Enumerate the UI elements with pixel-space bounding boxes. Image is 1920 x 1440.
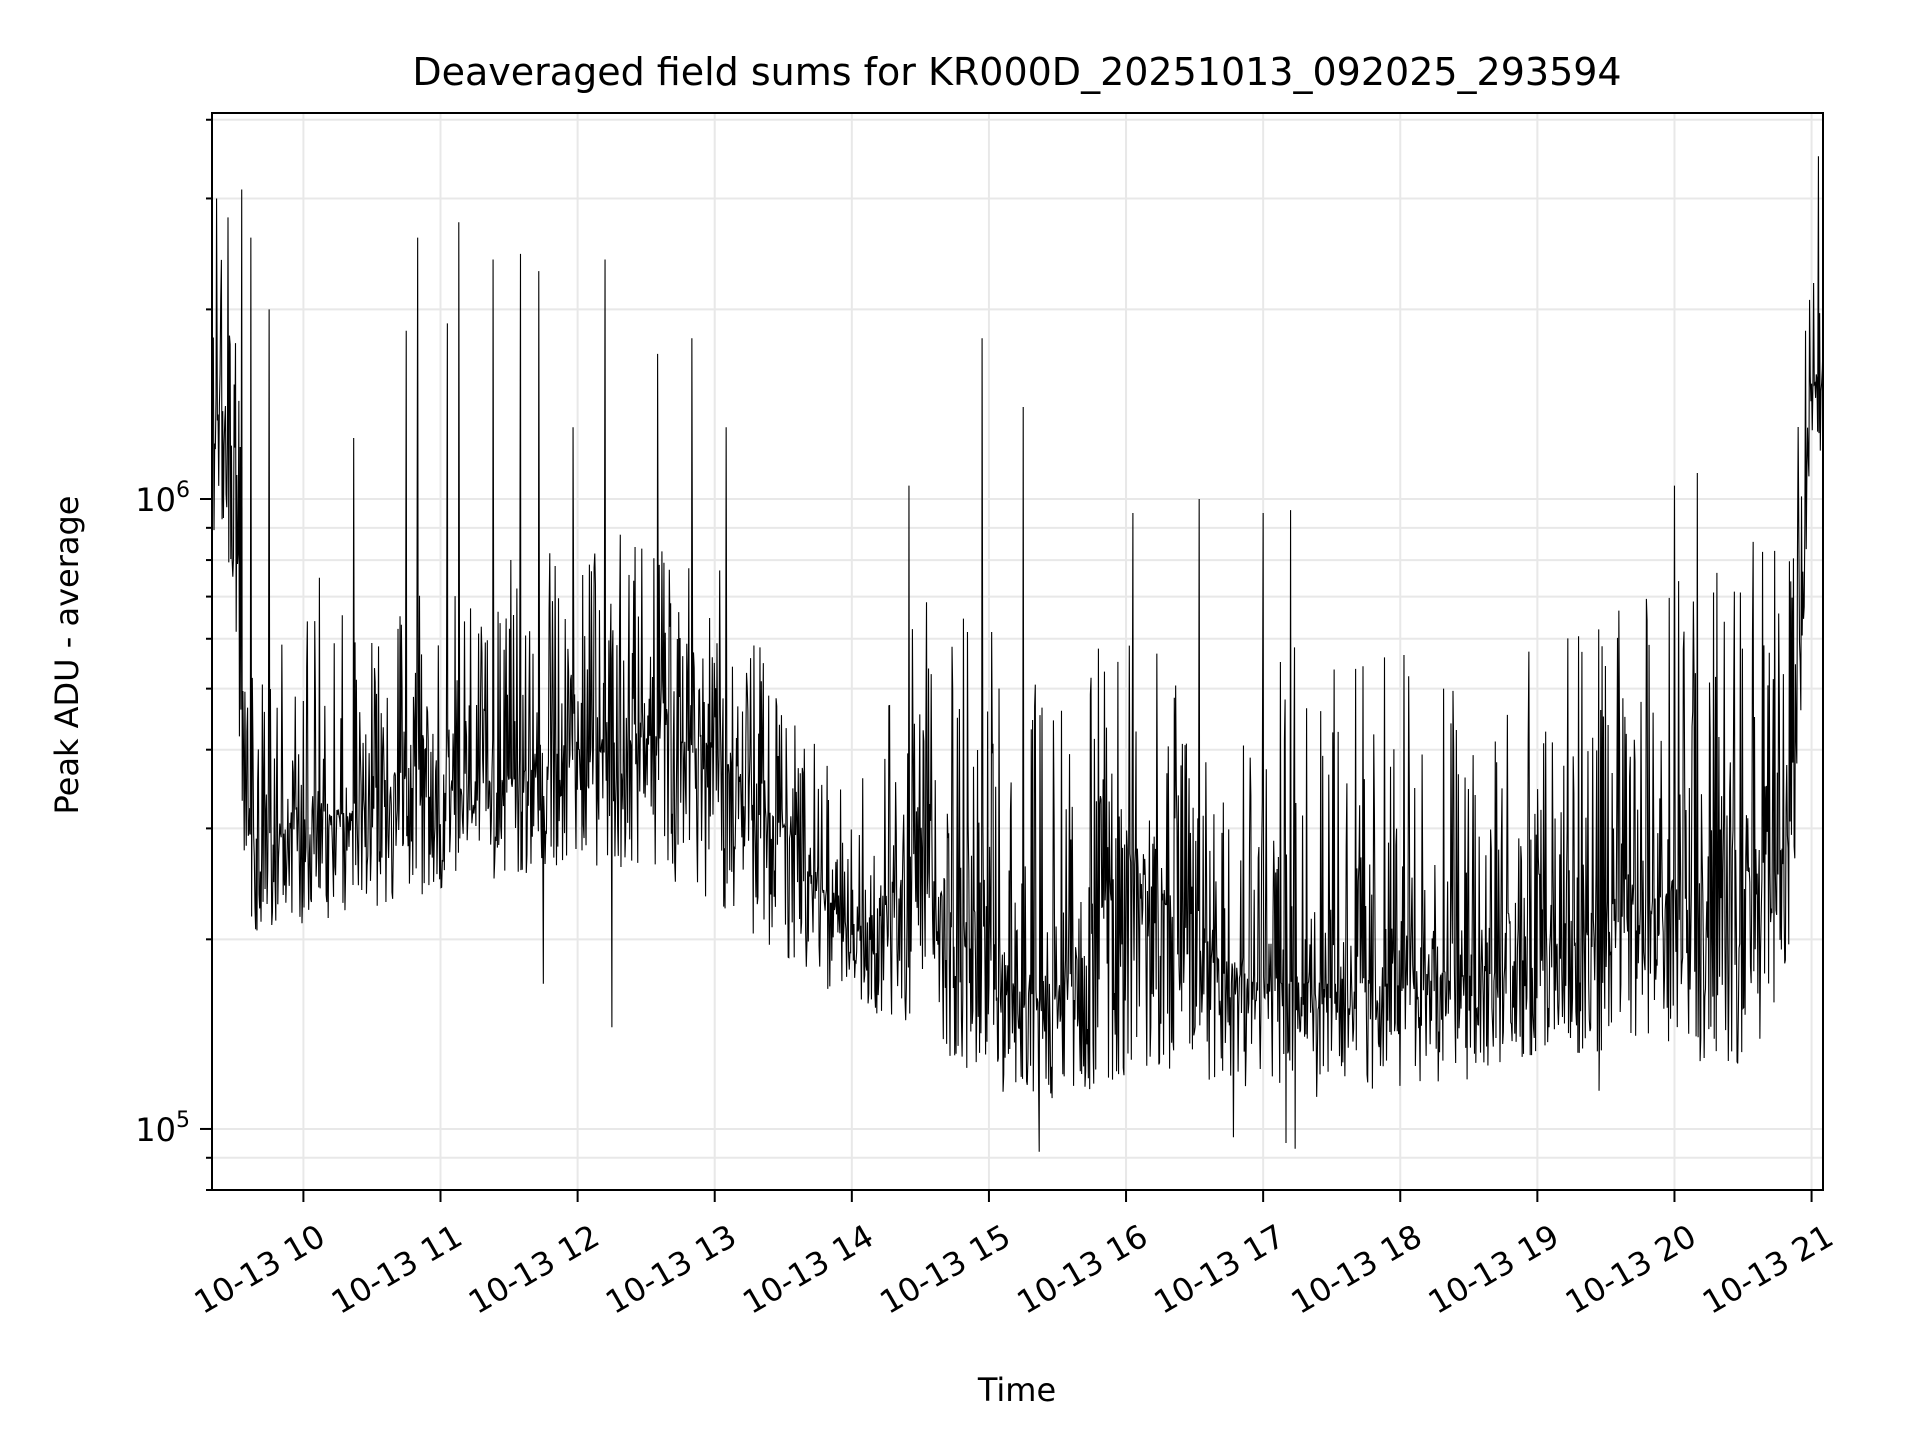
y-axis-label: Peak ADU - average [48, 496, 86, 815]
y-tick-label: 105 [135, 1108, 190, 1149]
plot-frame [211, 112, 1824, 1191]
series-line [211, 156, 1824, 1152]
y-tick-label: 106 [135, 478, 190, 519]
y-tick-exponent: 6 [176, 478, 190, 503]
x-axis-label: Time [977, 1371, 1056, 1409]
series-line-group [211, 156, 1824, 1152]
y-tick-base: 10 [135, 481, 176, 519]
y-tick-exponent: 5 [176, 1108, 190, 1133]
y-tick-base: 10 [135, 1111, 176, 1149]
chart-title: Deaveraged field sums for KR000D_2025101… [412, 50, 1621, 94]
